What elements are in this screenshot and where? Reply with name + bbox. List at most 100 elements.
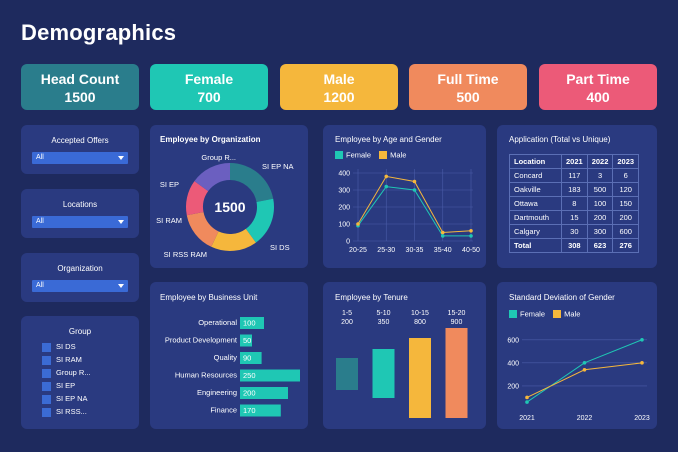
panel-title: Employee by Age and Gender	[335, 135, 442, 144]
group-filter: Group SI DS SI RAM Group R... SI EP SI E…	[21, 316, 139, 429]
group-title: Group	[68, 327, 92, 336]
group-item[interactable]: SI RSS...	[42, 407, 87, 417]
kpi-card-male[interactable]: Male 1200	[280, 64, 398, 110]
bar[interactable]	[240, 369, 300, 382]
filter-title: Organization	[57, 264, 103, 273]
table-row: Oakville 183 500 120	[509, 182, 640, 197]
checkbox[interactable]	[42, 355, 51, 365]
bar[interactable]	[240, 317, 264, 329]
group-item[interactable]: Group R...	[42, 368, 91, 378]
table-cell: 183	[561, 182, 588, 197]
checkbox[interactable]	[42, 394, 51, 404]
bar-value-label: 170	[243, 406, 256, 415]
table-cell: 623	[586, 238, 614, 253]
data-point[interactable]	[412, 179, 417, 184]
donut-slice[interactable]	[230, 163, 274, 202]
legend: Female Male	[509, 309, 580, 319]
table-row: Dartmouth 15 200 200	[509, 210, 640, 225]
bar[interactable]	[240, 404, 281, 417]
group-item[interactable]: SI EP NA	[42, 394, 88, 404]
table-cell: 100	[586, 196, 614, 211]
bar[interactable]	[240, 352, 262, 364]
checkbox[interactable]	[42, 407, 51, 417]
kpi-card-part-time[interactable]: Part Time 400	[539, 64, 657, 110]
y-tick-label: 600	[507, 337, 519, 344]
donut-slice[interactable]	[245, 198, 274, 243]
std-gender-line-chart: 200 400 600 2021 2022 2023	[507, 337, 650, 422]
y-tick-label: 400	[507, 360, 519, 367]
table-cell: 200	[612, 210, 640, 225]
table-header-row: Location 2021 2022 2023	[509, 154, 640, 169]
business-unit-panel: Employee by Business Unit Operational 100…	[150, 282, 308, 429]
table-cell: 308	[561, 238, 588, 253]
group-item[interactable]: SI RAM	[42, 355, 82, 365]
panel-title: Employee by Business Unit	[160, 293, 258, 302]
slice-label: Group R...	[201, 153, 236, 162]
kpi-card-head-count[interactable]: Head Count 1500	[21, 64, 139, 110]
donut-slice[interactable]	[194, 163, 230, 192]
data-point[interactable]	[469, 234, 473, 238]
kpi-card-full-time[interactable]: Full Time 500	[409, 64, 527, 110]
bar[interactable]	[445, 328, 468, 418]
tenure-value-label: 800	[414, 319, 426, 326]
bar[interactable]	[409, 338, 431, 418]
data-point[interactable]	[440, 230, 445, 235]
group-item[interactable]: SI DS	[42, 342, 76, 352]
table-cell: Total	[509, 238, 562, 253]
kpi-label: Female	[184, 71, 234, 87]
bar[interactable]	[372, 349, 395, 398]
data-point[interactable]	[525, 400, 529, 404]
data-point[interactable]	[356, 222, 360, 226]
legend-label: Male	[390, 150, 407, 160]
group-item[interactable]: SI EP	[42, 381, 75, 391]
x-tick-label: 2021	[519, 415, 535, 422]
table-cell: Dartmouth	[509, 210, 562, 225]
organization-select[interactable]: All	[32, 280, 128, 292]
table-row: Ottawa 8 100 150	[509, 196, 640, 211]
column-header: Location	[509, 154, 562, 169]
page-title: Demographics	[21, 20, 177, 45]
checkbox[interactable]	[42, 381, 51, 391]
data-point[interactable]	[469, 229, 473, 233]
tenure-panel: Employee by Tenure 1-5 200 5-10 350 10-15 800…	[323, 282, 486, 429]
organization-filter: Organization All	[21, 253, 139, 302]
data-point[interactable]	[384, 174, 389, 179]
donut-slice[interactable]	[186, 212, 219, 247]
data-point[interactable]	[640, 337, 644, 342]
bar-category-label: Engineering	[197, 388, 237, 397]
locations-select[interactable]: All	[32, 216, 128, 228]
kpi-card-female[interactable]: Female 700	[150, 64, 268, 110]
data-point[interactable]	[582, 361, 587, 365]
checkbox[interactable]	[42, 368, 51, 378]
table-cell: 3	[586, 168, 614, 183]
data-point[interactable]	[384, 184, 389, 189]
org-chart-panel: Employee by Organization SI EP NA SI DS SI…	[150, 125, 308, 268]
checkbox[interactable]	[42, 342, 51, 352]
donut-slice[interactable]	[186, 181, 209, 216]
kpi-value: 700	[197, 89, 221, 105]
kpi-label: Male	[323, 71, 355, 87]
panel-title: Employee by Tenure	[335, 293, 408, 302]
bar[interactable]	[336, 358, 358, 390]
legend-swatch-male	[553, 310, 562, 319]
table-cell: 500	[586, 182, 614, 197]
x-tick-label: 40-50	[462, 247, 480, 254]
x-tick-label: 2023	[634, 415, 650, 422]
bar[interactable]	[240, 387, 288, 399]
data-point[interactable]	[525, 395, 529, 400]
std-gender-panel: Standard Deviation of Gender Female Male…	[497, 282, 657, 429]
data-point[interactable]	[440, 234, 445, 238]
filter-title: Accepted Offers	[51, 136, 109, 145]
bar[interactable]	[240, 334, 252, 347]
data-point[interactable]	[412, 188, 417, 192]
panel-title: Standard Deviation of Gender	[509, 293, 615, 302]
table-row: Calgary 30 300 600	[509, 224, 640, 239]
data-point[interactable]	[640, 361, 644, 365]
donut-slice[interactable]	[211, 228, 256, 251]
tenure-category-label: 1-5	[342, 310, 352, 317]
legend: Female Male	[335, 150, 406, 160]
y-tick-label: 100	[338, 222, 350, 229]
data-point[interactable]	[582, 367, 587, 372]
accepted-offers-select[interactable]: All	[32, 152, 128, 164]
application-panel: Application (Total vs Unique) Location 2…	[497, 125, 657, 268]
